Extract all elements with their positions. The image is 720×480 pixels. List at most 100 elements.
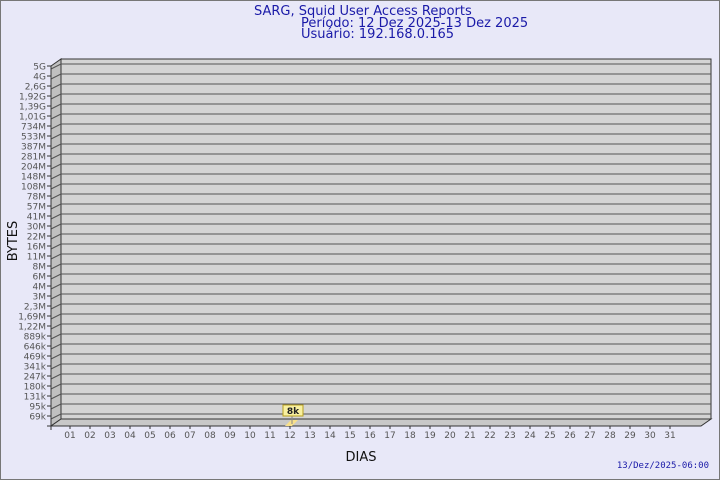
gridline-wall [50,283,62,290]
gridline-wall [50,293,62,300]
x-tick-label: 03 [104,431,115,441]
x-tick-label: 29 [624,431,636,441]
y-tick-label: 204M [21,163,46,173]
x-tick-label: 08 [204,431,216,441]
y-tick-label: 148M [21,173,46,183]
x-tick-label: 04 [124,431,136,441]
y-tick-label: 180k [24,383,47,393]
y-tick-label: 1,69M [18,313,46,323]
x-tick-label: 21 [464,431,475,441]
bar-label-box [282,404,304,417]
gridline-wall [50,413,62,420]
y-tick-label: 69k [29,413,46,423]
x-tick-label: 14 [324,431,336,441]
gridline-wall [50,133,62,140]
bar-value-label: 8k [287,407,300,417]
gridline-wall [50,323,62,330]
y-tick-label: 247k [24,373,47,383]
gridline-wall [50,373,62,380]
gridline-wall [50,313,62,320]
x-tick-label: 18 [404,431,416,441]
y-tick-label: 57M [27,203,46,213]
timestamp: 13/Dez/2025-06:00 [616,461,709,471]
x-tick-label: 05 [144,431,155,441]
gridline-wall [50,143,62,150]
x-tick-label: 28 [604,431,616,441]
x-tick-label: 31 [664,431,675,441]
y-tick-label: 41M [27,213,46,223]
gridline-wall [50,303,62,310]
gridline-wall [50,273,62,280]
chart-user: Usuário: 192.168.0.165 [301,27,455,42]
x-tick-label: 12 [284,431,295,441]
x-tick-label: 02 [84,431,95,441]
x-axis-label: DIAS [346,450,377,465]
x-tick-label: 22 [484,431,495,441]
chart-title: SARG, Squid User Access Reports [254,4,472,19]
x-tick-label: 19 [424,431,436,441]
y-tick-label: 341k [24,363,47,373]
y-tick-label: 281M [21,153,46,163]
gridline-wall [50,253,62,260]
y-tick-label: 131k [24,393,47,403]
y-tick-label: 16M [27,243,46,253]
gridline-wall [50,203,62,210]
gridline-wall [50,173,62,180]
gridline-wall [50,393,62,400]
plot-back-panel [60,58,712,420]
gridline-wall [50,363,62,370]
y-tick-label: 469k [24,353,47,363]
gridline-wall [50,163,62,170]
y-tick-label: 108M [21,183,46,193]
gridline-wall [50,333,62,340]
y-tick-label: 533M [21,133,46,143]
x-tick-label: 23 [504,431,515,441]
y-tick-label: 22M [27,233,46,243]
gridline-wall [50,113,62,120]
gridline-wall [50,63,62,70]
gridline-wall [50,403,62,410]
y-tick-label: 889k [24,333,47,343]
gridline-wall [50,93,62,100]
x-tick-label: 24 [524,431,536,441]
y-tick-label: 1,92G [19,93,46,103]
y-tick-label: 2,3M [24,303,46,313]
x-tick-label: 16 [364,431,376,441]
y-tick-label: 1,22M [18,323,46,333]
y-tick-label: 1,01G [19,113,46,123]
x-tick-label: 17 [384,431,395,441]
gridline-wall [50,153,62,160]
x-tick-label: 15 [344,431,355,441]
x-tick-label: 09 [224,431,236,441]
chart-period: Período: 12 Dez 2025-13 Dez 2025 [301,16,529,31]
y-tick-label: 4M [33,283,47,293]
gridline-wall [50,243,62,250]
y-tick-label: 3M [33,293,47,303]
x-tick-label: 06 [164,431,176,441]
y-tick-label: 646k [24,343,47,353]
gridline-wall [50,193,62,200]
gridline-wall [50,383,62,390]
x-tick-label: 11 [264,431,275,441]
y-tick-label: 78M [27,193,46,203]
y-tick-label: 95k [29,403,46,413]
gridline-wall [50,263,62,270]
gridline-wall [50,213,62,220]
x-tick-label: 07 [184,431,195,441]
x-tick-label: 20 [444,431,456,441]
y-axis-label: BYTES [6,221,21,262]
plot-floor [49,418,713,427]
y-tick-label: 2,6G [25,83,46,93]
y-tick-label: 4G [33,73,46,83]
y-tick-label: 734M [21,123,46,133]
x-tick-label: 30 [644,431,656,441]
gridline-wall [50,343,62,350]
x-tick-label: 01 [64,431,75,441]
x-tick-label: 10 [244,431,256,441]
gridline-wall [50,223,62,230]
y-tick-label: 30M [27,223,46,233]
gridline-wall [50,83,62,90]
x-tick-label: 13 [304,431,315,441]
